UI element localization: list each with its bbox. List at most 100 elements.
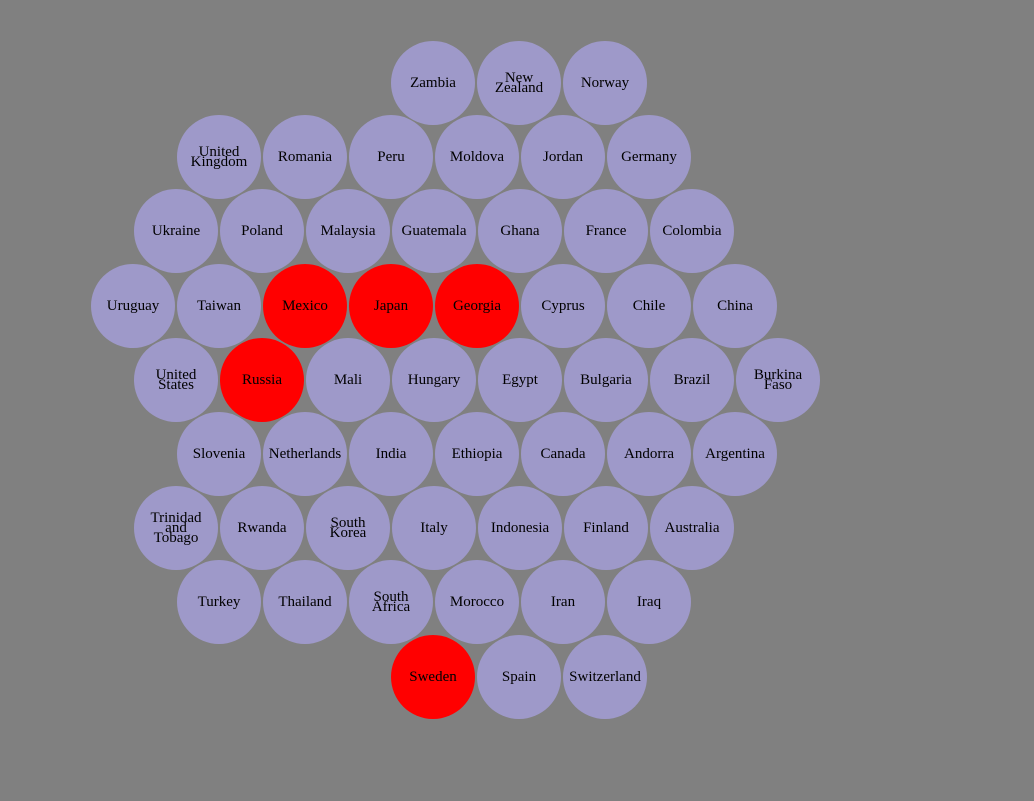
country-label-colombia: Colombia (650, 223, 734, 239)
country-label-switzerland: Switzerland (563, 670, 647, 685)
country-label-line: Mexico (282, 298, 328, 314)
country-bubble-romania[interactable]: Romania (263, 115, 347, 199)
country-label-line: Trinidad (150, 510, 202, 526)
country-bubble-egypt[interactable]: Egypt (478, 338, 562, 422)
country-label-line: Egypt (502, 372, 538, 388)
country-label-line: Ghana (500, 223, 540, 239)
country-bubble-ethiopia[interactable]: Ethiopia (435, 412, 519, 496)
country-label-united-kingdom: United Kingdom (177, 144, 261, 170)
country-label-line: Kingdom (190, 154, 248, 170)
country-label-line: United (155, 367, 197, 383)
country-bubble-russia[interactable]: Russia (220, 338, 304, 422)
country-bubble-hungary[interactable]: Hungary (392, 338, 476, 422)
country-label-united-states: United States (134, 367, 218, 393)
country-label-china: China (693, 298, 777, 314)
country-bubble-italy[interactable]: Italy (392, 486, 476, 570)
country-bubble-finland[interactable]: Finland (564, 486, 648, 570)
country-bubble-south-africa[interactable]: South Africa (349, 560, 433, 644)
country-bubble-switzerland[interactable]: Switzerland (563, 635, 647, 719)
country-bubble-iraq[interactable]: Iraq (607, 560, 691, 644)
country-bubble-ghana[interactable]: Ghana (478, 189, 562, 273)
country-bubble-chile[interactable]: Chile (607, 264, 691, 348)
country-label-spain: Spain (477, 669, 561, 685)
country-bubble-bulgaria[interactable]: Bulgaria (564, 338, 648, 422)
country-bubble-china[interactable]: China (693, 264, 777, 348)
country-bubble-india[interactable]: India (349, 412, 433, 496)
country-bubble-moldova[interactable]: Moldova (435, 115, 519, 199)
country-label-india: India (349, 447, 433, 462)
country-label-line: Guatemala (401, 223, 467, 239)
country-label-germany: Germany (607, 150, 691, 165)
country-label-russia: Russia (220, 373, 304, 388)
country-label-taiwan: Taiwan (177, 299, 261, 314)
country-bubble-georgia[interactable]: Georgia (435, 264, 519, 348)
country-bubble-norway[interactable]: Norway (563, 41, 647, 125)
country-bubble-uruguay[interactable]: Uruguay (91, 264, 175, 348)
country-label-line: Colombia (662, 223, 722, 239)
country-bubble-france[interactable]: France (564, 189, 648, 273)
country-bubble-poland[interactable]: Poland (220, 189, 304, 273)
country-bubble-taiwan[interactable]: Taiwan (177, 264, 261, 348)
country-bubble-spain[interactable]: Spain (477, 635, 561, 719)
country-bubble-united-states[interactable]: United States (134, 338, 218, 422)
country-label-peru: Peru (349, 150, 433, 165)
country-label-iran: Iran (521, 595, 605, 610)
country-bubble-jordan[interactable]: Jordan (521, 115, 605, 199)
country-label-moldova: Moldova (435, 149, 519, 165)
country-bubble-burkina-faso[interactable]: Burkina Faso (736, 338, 820, 422)
country-bubble-iran[interactable]: Iran (521, 560, 605, 644)
country-label-line: and (165, 520, 187, 536)
country-bubble-south-korea[interactable]: South Korea (306, 486, 390, 570)
country-label-hungary: Hungary (392, 373, 476, 388)
country-bubble-zambia[interactable]: Zambia (391, 41, 475, 125)
country-label-line: New (504, 70, 534, 86)
country-bubble-turkey[interactable]: Turkey (177, 560, 261, 644)
country-bubble-colombia[interactable]: Colombia (650, 189, 734, 273)
country-bubble-guatemala[interactable]: Guatemala (392, 189, 476, 273)
country-bubble-ukraine[interactable]: Ukraine (134, 189, 218, 273)
country-label-line: South (330, 515, 366, 531)
country-bubble-argentina[interactable]: Argentina (693, 412, 777, 496)
country-label-trinidad-and-tobago: Trinidad and Tobago (134, 510, 218, 546)
country-label-line: Zealand (494, 80, 544, 96)
country-label-canada: Canada (521, 447, 605, 462)
country-bubble-netherlands[interactable]: Netherlands (263, 412, 347, 496)
country-bubble-rwanda[interactable]: Rwanda (220, 486, 304, 570)
country-bubble-canada[interactable]: Canada (521, 412, 605, 496)
country-label-line: Uruguay (106, 298, 160, 314)
country-bubble-new-zealand[interactable]: New Zealand (477, 41, 561, 125)
country-label-line: China (717, 298, 753, 314)
country-label-line: Indonesia (490, 520, 550, 536)
country-bubble-united-kingdom[interactable]: United Kingdom (177, 115, 261, 199)
country-bubble-australia[interactable]: Australia (650, 486, 734, 570)
country-label-ukraine: Ukraine (134, 224, 218, 239)
country-bubble-mali[interactable]: Mali (306, 338, 390, 422)
country-label-uruguay: Uruguay (91, 298, 175, 314)
country-label-thailand: Thailand (263, 595, 347, 610)
country-bubble-slovenia[interactable]: Slovenia (177, 412, 261, 496)
country-label-malaysia: Malaysia (306, 224, 390, 239)
country-bubble-morocco[interactable]: Morocco (435, 560, 519, 644)
country-bubble-indonesia[interactable]: Indonesia (478, 486, 562, 570)
country-bubble-japan[interactable]: Japan (349, 264, 433, 348)
country-label-line: Chile (632, 298, 666, 314)
country-label-france: France (564, 224, 648, 239)
country-bubble-peru[interactable]: Peru (349, 115, 433, 199)
country-label-poland: Poland (220, 224, 304, 239)
country-bubble-andorra[interactable]: Andorra (607, 412, 691, 496)
country-bubble-malaysia[interactable]: Malaysia (306, 189, 390, 273)
country-bubble-germany[interactable]: Germany (607, 115, 691, 199)
country-bubble-brazil[interactable]: Brazil (650, 338, 734, 422)
country-label-line: United (198, 144, 240, 160)
country-bubble-cyprus[interactable]: Cyprus (521, 264, 605, 348)
country-label-line: Sweden (409, 669, 457, 685)
country-bubble-sweden[interactable]: Sweden (391, 635, 475, 719)
country-bubble-mexico[interactable]: Mexico (263, 264, 347, 348)
country-bubble-trinidad-and-tobago[interactable]: Trinidad and Tobago (134, 486, 218, 570)
country-label-guatemala: Guatemala (392, 223, 476, 239)
country-label-sweden: Sweden (391, 669, 475, 685)
country-label-line: Spain (501, 669, 537, 685)
country-label-line: Moldova (449, 149, 505, 165)
country-label-indonesia: Indonesia (478, 520, 562, 536)
country-bubble-thailand[interactable]: Thailand (263, 560, 347, 644)
